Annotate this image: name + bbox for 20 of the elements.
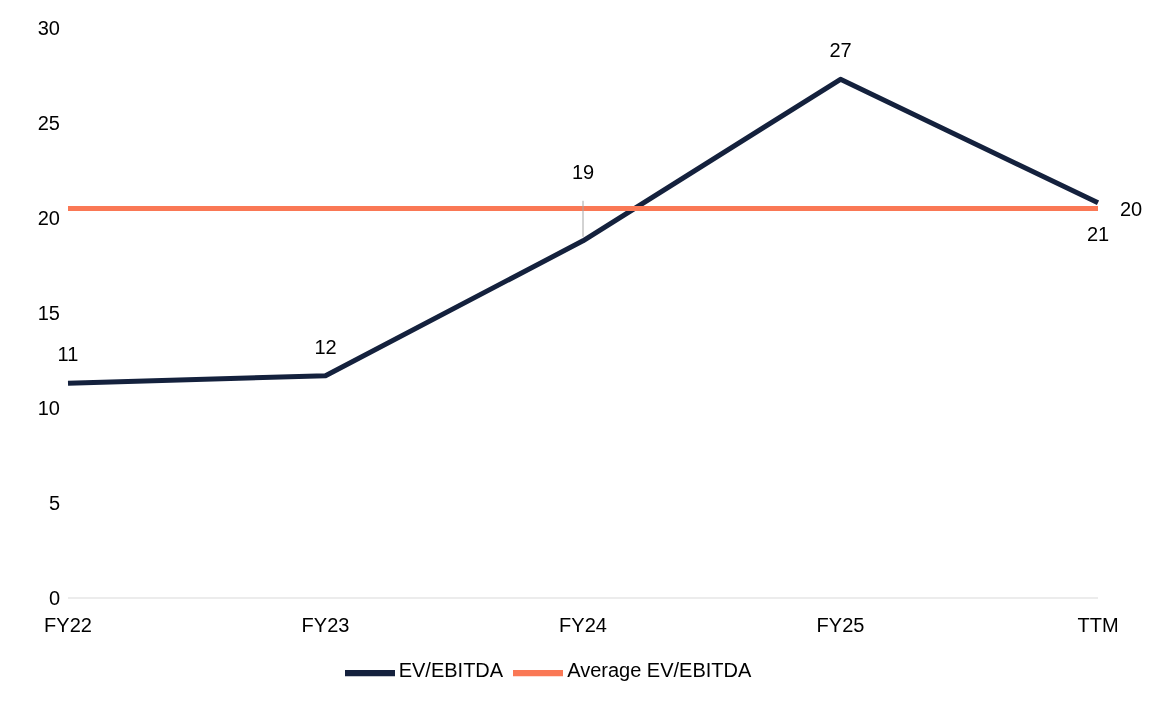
x-tick-label: TTM (1077, 614, 1119, 637)
y-tick-label: 10 (37, 397, 60, 420)
data-label: 11 (57, 343, 79, 366)
data-label: 21 (1086, 222, 1110, 245)
y-tick-label: 30 (37, 17, 60, 40)
x-tick-label: FY22 (44, 614, 92, 637)
y-tick-label: 20 (37, 207, 60, 230)
y-tick-label: 15 (37, 302, 60, 325)
x-tick-label: FY23 (301, 614, 350, 637)
x-tick-label: FY24 (559, 614, 607, 637)
x-tick-label: FY25 (816, 614, 865, 637)
legend-label: Average EV/EBITDA (567, 659, 752, 682)
data-label: 27 (829, 39, 852, 62)
data-label: 19 (571, 160, 595, 183)
data-label: 20 (1120, 197, 1143, 220)
data-label: 12 (314, 335, 337, 358)
y-tick-label: 5 (48, 492, 60, 515)
y-tick-label: 0 (48, 587, 60, 610)
y-tick-label: 25 (37, 112, 60, 135)
legend-label: EV/EBITDA (398, 659, 504, 682)
